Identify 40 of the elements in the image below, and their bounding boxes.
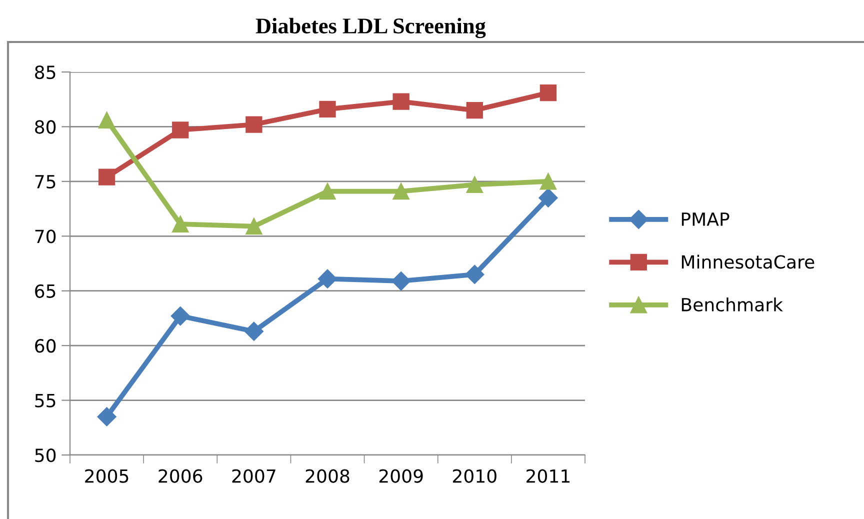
x-tick-label: 2011 xyxy=(526,469,570,483)
y-tick-label: 50 xyxy=(35,448,56,462)
y-tick-label: 70 xyxy=(35,230,56,244)
point xyxy=(246,116,262,133)
legend-label: Benchmark xyxy=(682,298,783,312)
y-tick-label: 80 xyxy=(35,120,56,134)
point xyxy=(172,216,189,232)
point xyxy=(465,264,484,284)
point xyxy=(318,269,338,288)
x-tick-label: 2010 xyxy=(452,469,496,483)
point xyxy=(466,102,483,119)
point xyxy=(97,407,116,426)
x-tick-label: 2009 xyxy=(379,469,423,483)
point xyxy=(538,188,558,208)
chart-title: Diabetes LDL Screening xyxy=(256,18,486,38)
point xyxy=(392,271,411,291)
point xyxy=(319,182,336,200)
y-tick-label: 60 xyxy=(35,339,56,353)
x-tick-label: 2007 xyxy=(232,469,276,483)
point xyxy=(392,93,410,110)
y-tick-label: 75 xyxy=(35,175,56,189)
x-tick-label: 2005 xyxy=(85,469,128,483)
point xyxy=(172,122,189,138)
x-tick-label: 2006 xyxy=(158,469,202,483)
point xyxy=(98,112,116,128)
point xyxy=(319,100,336,118)
legend-label: MinnesotaCare xyxy=(682,254,814,269)
point xyxy=(540,173,557,190)
x-tick-label: 2008 xyxy=(306,469,350,483)
point xyxy=(392,182,410,200)
y-tick-label: 55 xyxy=(35,394,56,408)
legend-label: PMAP xyxy=(682,212,730,226)
point xyxy=(244,322,264,341)
y-tick-label: 85 xyxy=(35,65,56,80)
point xyxy=(170,306,190,326)
point xyxy=(466,176,483,194)
point xyxy=(98,168,116,186)
y-tick-label: 65 xyxy=(35,284,56,298)
point xyxy=(246,218,262,235)
point xyxy=(540,84,557,102)
